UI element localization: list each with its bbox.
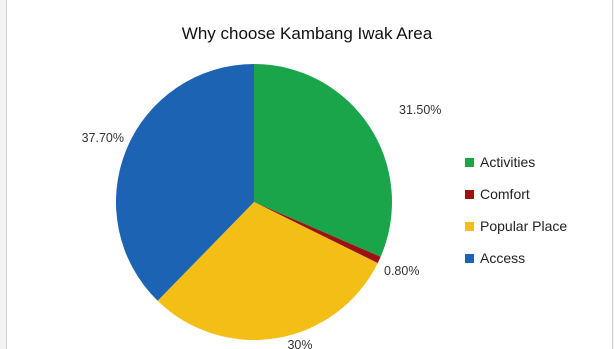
legend: Activities Comfort Popular Place Access — [465, 146, 567, 274]
legend-swatch — [465, 157, 474, 167]
legend-swatch — [465, 221, 474, 231]
pie-slice-popular-place — [157, 202, 378, 341]
pie-chart: 31.50% 0.80% 30% 37.70% — [82, 63, 441, 349]
chart-title: Why choose Kambang Iwak Area — [181, 24, 433, 43]
slice-value-label: 31.50% — [399, 103, 441, 117]
legend-label: Comfort — [480, 186, 530, 202]
pie-slice-access — [115, 63, 255, 301]
pie-slice-activities — [254, 64, 393, 257]
slice-value-label: 30% — [287, 338, 312, 349]
legend-item-comfort: Comfort — [465, 178, 567, 210]
legend-item-activities: Activities — [465, 146, 567, 178]
legend-label: Access — [480, 250, 526, 266]
slice-value-label: 37.70% — [82, 131, 124, 145]
pie-slice-comfort — [254, 202, 381, 264]
legend-item-popular-place: Popular Place — [465, 210, 567, 242]
slice-value-label: 0.80% — [384, 264, 419, 278]
legend-label: Popular Place — [480, 218, 568, 234]
chart-panel: Why choose Kambang Iwak Area 31.50% 0.80%… — [6, 0, 613, 349]
legend-swatch — [465, 253, 474, 263]
legend-swatch — [465, 189, 474, 199]
legend-label: Activities — [480, 154, 536, 170]
legend-item-access: Access — [465, 242, 567, 274]
